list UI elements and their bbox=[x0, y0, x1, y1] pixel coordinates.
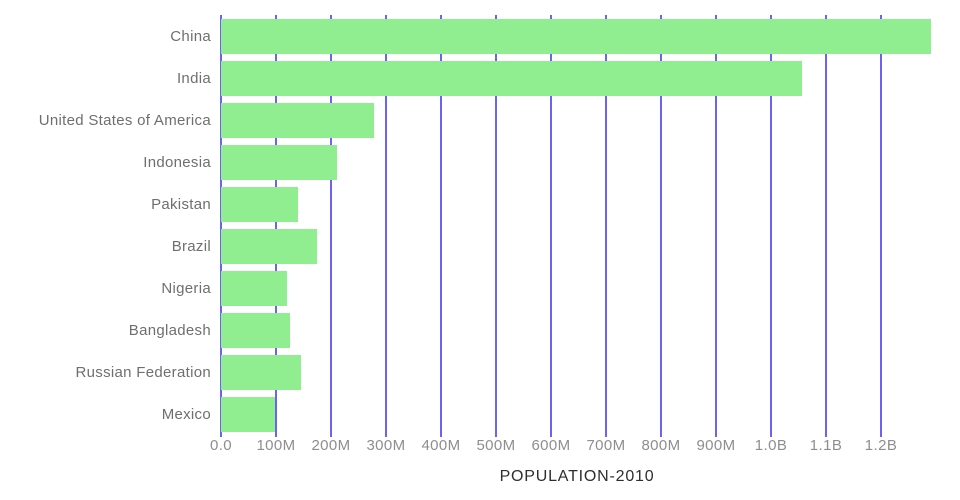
bar-row: United States of America bbox=[0, 99, 960, 141]
category-label: India bbox=[176, 69, 211, 87]
x-tick-label: 500M bbox=[476, 437, 516, 454]
category-label: Nigeria bbox=[161, 279, 211, 297]
population-bar[interactable] bbox=[221, 396, 275, 432]
gridline bbox=[605, 15, 607, 437]
gridline bbox=[495, 15, 497, 437]
population-bar[interactable] bbox=[221, 312, 291, 348]
bar-row: India bbox=[0, 57, 960, 99]
population-bar[interactable] bbox=[221, 228, 318, 264]
gridline bbox=[660, 15, 662, 437]
gridline bbox=[880, 15, 882, 437]
bar-rows: China India United States of America Indone… bbox=[0, 15, 960, 435]
category-label: Russian Federation bbox=[75, 363, 211, 381]
x-tick-label: 800M bbox=[641, 437, 681, 454]
category-label: China bbox=[170, 27, 211, 45]
x-tick-label: 400M bbox=[421, 437, 461, 454]
x-tick-label: 900M bbox=[696, 437, 736, 454]
category-label: United States of America bbox=[38, 111, 211, 129]
population-bar[interactable] bbox=[221, 186, 298, 222]
category-label: Bangladesh bbox=[128, 321, 211, 339]
x-axis-ticks: 0.0 100M 200M 300M 400M 500M 600M 700M 800M 900M 1… bbox=[0, 437, 960, 457]
population-bar[interactable] bbox=[221, 144, 338, 180]
bar-row: Mexico bbox=[0, 393, 960, 435]
category-label: Indonesia bbox=[143, 153, 211, 171]
x-tick-label: 100M bbox=[256, 437, 296, 454]
gridline bbox=[770, 15, 772, 437]
category-label: Mexico bbox=[161, 405, 211, 423]
population-bar[interactable] bbox=[221, 60, 802, 96]
bar-row: China bbox=[0, 15, 960, 57]
category-label: Pakistan bbox=[151, 195, 211, 213]
population-bar[interactable] bbox=[221, 270, 287, 306]
x-tick-label: 300M bbox=[366, 437, 406, 454]
gridline bbox=[715, 15, 717, 437]
category-label: Brazil bbox=[171, 237, 211, 255]
gridline bbox=[440, 15, 442, 437]
bar-row: Brazil bbox=[0, 225, 960, 267]
x-tick-label: 700M bbox=[586, 437, 626, 454]
bar-row: Indonesia bbox=[0, 141, 960, 183]
gridline bbox=[825, 15, 827, 437]
x-tick-label: 1.0B bbox=[754, 437, 788, 454]
gridline bbox=[220, 15, 222, 437]
x-tick-label: 1.2B bbox=[864, 437, 898, 454]
bar-row: Russian Federation bbox=[0, 351, 960, 393]
gridline bbox=[275, 15, 277, 437]
bar-row: Pakistan bbox=[0, 183, 960, 225]
bar-row: Bangladesh bbox=[0, 309, 960, 351]
gridlines-layer bbox=[220, 15, 937, 437]
population-bar[interactable] bbox=[221, 18, 932, 54]
x-tick-label: 600M bbox=[531, 437, 571, 454]
gridline bbox=[330, 15, 332, 437]
population-bar[interactable] bbox=[221, 354, 302, 390]
bar-row: Nigeria bbox=[0, 267, 960, 309]
x-tick-label: 1.1B bbox=[809, 437, 843, 454]
x-tick-label: 200M bbox=[311, 437, 351, 454]
gridline bbox=[385, 15, 387, 437]
x-tick-label: 0.0 bbox=[209, 437, 233, 454]
gridline bbox=[550, 15, 552, 437]
chart-title: POPULATION-2010 bbox=[499, 468, 655, 485]
population-bar[interactable] bbox=[221, 102, 374, 138]
